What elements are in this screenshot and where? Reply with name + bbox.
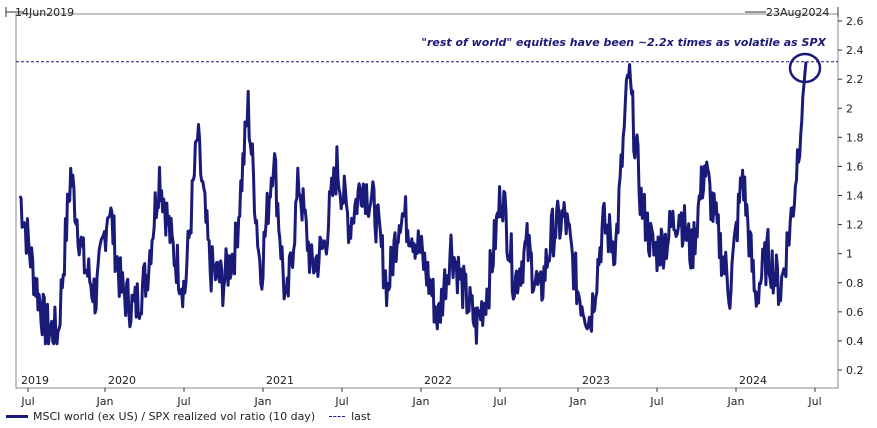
end-date-marker: 23Aug2024 <box>745 6 839 19</box>
y-tick-label: 1.4 <box>846 190 864 203</box>
y-tick-label: 2 <box>846 102 853 115</box>
legend-series: MSCI world (ex US) / SPX realized vol ra… <box>6 410 315 423</box>
x-month-label: Jul <box>20 395 34 408</box>
last-swatch <box>329 415 346 417</box>
x-month-label: Jan <box>727 395 745 408</box>
x-month-label: Jan <box>254 395 272 408</box>
y-tick-label: 0.6 <box>846 306 864 319</box>
x-month-label: Jul <box>334 395 348 408</box>
y-tick-label: 2.4 <box>846 44 864 57</box>
y-tick-label: 0.2 <box>846 364 864 377</box>
legend-last: last <box>329 410 371 423</box>
legend: MSCI world (ex US) / SPX realized vol ra… <box>6 407 385 425</box>
x-axis: Jul Jan Jul Jan Jul Jan Jul Jan Jul Jan Jul 2019 202… <box>20 374 821 408</box>
start-date-marker: 14Jun2019 <box>5 6 74 19</box>
highlight-circle <box>788 52 822 84</box>
y-tick-label: 1 <box>846 248 853 261</box>
legend-series-label: MSCI world (ex US) / SPX realized vol ra… <box>33 409 316 423</box>
x-year-label: 2020 <box>108 374 136 387</box>
x-month-label: Jan <box>569 395 587 408</box>
y-tick-label: 1.6 <box>846 160 864 173</box>
y-tick-label: 1.8 <box>846 131 864 144</box>
legend-last-label: last <box>351 409 371 423</box>
series-line <box>18 61 808 346</box>
x-month-label: Jan <box>96 395 114 408</box>
x-month-label: Jul <box>807 395 821 408</box>
x-year-label: 2023 <box>582 374 610 387</box>
series-swatch <box>6 414 28 418</box>
x-year-label: 2021 <box>266 374 294 387</box>
x-year-label: 2024 <box>739 374 767 387</box>
annotation-text: "rest of world" equities have been ~2.2x… <box>421 36 826 49</box>
end-date-label: 23Aug2024 <box>766 6 829 19</box>
x-month-label: Jul <box>649 395 663 408</box>
x-month-label: Jan <box>412 395 430 408</box>
y-axis: 2.6 2.4 2.2 2 1.8 1.6 1.4 1.2 1 0.8 0.6 0.4 0.2 <box>838 15 864 377</box>
x-year-label: 2019 <box>21 374 49 387</box>
y-tick-label: 2.6 <box>846 15 864 28</box>
x-month-label: Jul <box>492 395 506 408</box>
y-tick-label: 0.8 <box>846 277 864 290</box>
x-month-label: Jul <box>176 395 190 408</box>
y-tick-label: 1.2 <box>846 219 864 232</box>
start-date-label: 14Jun2019 <box>15 6 74 19</box>
y-tick-label: 0.4 <box>846 335 864 348</box>
y-tick-label: 2.2 <box>846 73 864 86</box>
x-year-label: 2022 <box>424 374 452 387</box>
plot-frame <box>15 13 839 389</box>
